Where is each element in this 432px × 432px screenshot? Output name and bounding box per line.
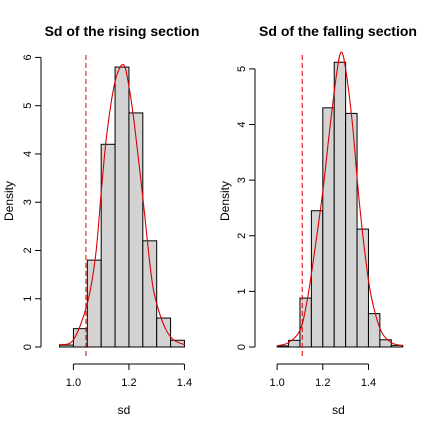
chart-1-bar-1: [59, 344, 74, 348]
chart-2-panel: Sd of the falling section 1.0 1.2 1.4 sd 0 1 2 3…: [218, 23, 417, 417]
chart-2-title: Sd of the falling section: [259, 23, 417, 39]
chart-1-x-tick-label-3: 1.4: [177, 377, 192, 389]
chart-2-x-axis-label: sd: [332, 403, 345, 417]
chart-1-bar-5: [114, 66, 130, 348]
chart-2-x-tick-label-1: 1.0: [269, 377, 284, 389]
chart-1-y-tick-label-6: 5: [22, 103, 34, 109]
chart-1-bar-8: [156, 317, 172, 348]
chart-2-bar-11: [390, 344, 404, 348]
chart-1-title: Sd of the rising section: [45, 23, 200, 39]
chart-2-bar-6: [333, 61, 347, 348]
chart-1-y-tick-label-1: 0: [22, 344, 34, 350]
chart-2-bar-3: [299, 297, 312, 348]
chart-1-bar-9: [170, 339, 185, 348]
chart-1-bar-7: [142, 240, 158, 348]
chart-2-y-tick-label-3: 2: [236, 233, 248, 239]
chart-1-density-curve: [59, 64, 185, 346]
chart-2-density-curve: [276, 51, 403, 347]
chart-2-y-axis-label: Density: [218, 181, 232, 221]
chart-1-bar-6: [128, 112, 144, 348]
chart-1-panel: Sd of the rising section 1.0 1.2 1.4 sd 0 1 2 3 4…: [2, 23, 199, 417]
chart-2-y-tick-label-6: 5: [236, 66, 248, 72]
chart-2-y-tick-label-1: 0: [236, 344, 248, 350]
chart-2-bar-7: [345, 112, 358, 348]
chart-2-bar-10: [379, 339, 392, 348]
chart-2-y-tick-label-4: 3: [236, 177, 248, 183]
chart-1-y-tick-label-7: 6: [22, 54, 34, 60]
chart-1-y-tick-label-3: 2: [22, 247, 34, 253]
chart-2-x-tick-label-2: 1.2: [315, 377, 330, 389]
chart-2-bar-8: [356, 228, 369, 348]
chart-2-x-tick-label-3: 1.4: [361, 377, 376, 389]
chart-1-x-tick-label-1: 1.0: [66, 377, 81, 389]
chart-1-x-tick-label-2: 1.2: [121, 377, 136, 389]
chart-2-y-tick-label-5: 4: [236, 121, 248, 127]
chart-1-bar-3: [86, 259, 102, 348]
chart-1-y-tick-label-5: 4: [22, 151, 34, 157]
chart-2-bar-9: [367, 313, 381, 348]
chart-1-x-axis-label: sd: [118, 403, 131, 417]
chart-1-y-axis-label: Density: [2, 181, 16, 221]
chart-2-y-tick-label-2: 1: [236, 288, 248, 294]
chart-1-y-tick-label-2: 1: [22, 296, 34, 302]
chart-1-y-tick-label-4: 3: [22, 199, 34, 205]
chart-1-bar-2: [72, 328, 88, 348]
